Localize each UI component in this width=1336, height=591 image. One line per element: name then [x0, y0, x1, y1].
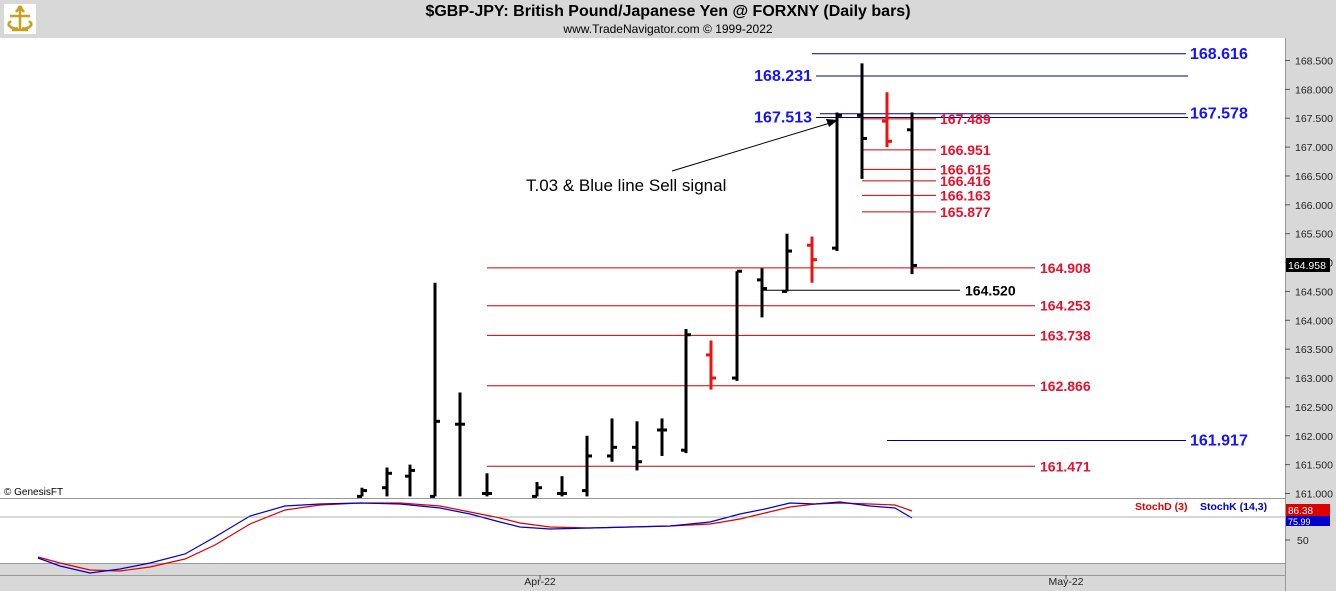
ohlc-bar: [757, 268, 767, 318]
x-tick-label: May-22: [1048, 576, 1083, 588]
ohlc-bar: [582, 435, 592, 497]
y-tick-label: 166.500: [1295, 171, 1333, 183]
ohlc-bar: [607, 418, 617, 462]
ohlc-bar: [430, 282, 440, 498]
level-label: 166.416: [940, 173, 991, 189]
level-label: 168.616: [1190, 46, 1248, 63]
y-tick-label: 163.500: [1295, 344, 1333, 356]
annotation-arrow: [671, 122, 831, 172]
x-tick-label: Apr-22: [524, 576, 556, 588]
y-tick-label: 162.000: [1295, 431, 1333, 443]
y-tick-label: 168.000: [1295, 84, 1333, 96]
y-tick-label: 162.500: [1295, 402, 1333, 414]
logo-icon: [4, 4, 36, 34]
arrow-head: [826, 119, 838, 127]
ohlc-bar: [382, 467, 392, 497]
ohlc-bar: [832, 112, 842, 252]
y-tick-label: 164.000: [1295, 315, 1333, 327]
ohlc-bar: [482, 473, 492, 497]
ohlc-bar: [732, 269, 742, 381]
level-label: 167.489: [940, 111, 991, 127]
stoch-tick-label: 50: [1297, 535, 1309, 547]
stoch-d-legend: StochD (3): [1135, 501, 1188, 513]
y-tick-label: 163.000: [1295, 373, 1333, 385]
stoch-k-value: 75.99: [1288, 517, 1311, 527]
chart-header: $GBP-JPY: British Pound/Japanese Yen @ F…: [0, 0, 1336, 38]
level-label: 165.877: [940, 204, 991, 220]
ohlc-bar: [882, 92, 892, 148]
ohlc-bar: [657, 418, 667, 456]
level-label: 162.866: [1040, 378, 1091, 394]
stoch-d-tag: [1286, 504, 1330, 516]
y-tick-label: 167.500: [1295, 113, 1333, 125]
y-tick-label: 161.500: [1295, 460, 1333, 472]
level-label: 166.615: [940, 161, 991, 177]
stoch-k-tag: [1286, 516, 1330, 526]
level-label: 161.917: [1190, 433, 1248, 450]
level-label: 164.520: [965, 282, 1016, 298]
ohlc-bar: [357, 487, 367, 498]
stoch-d-value: 86.38: [1288, 506, 1313, 517]
ohlc-bar: [532, 481, 542, 498]
y-tick-label: 166.000: [1295, 200, 1333, 212]
y-tick-label: 164.500: [1295, 286, 1333, 298]
stoch-plot-area: [0, 499, 1285, 563]
ohlc-bar: [405, 464, 415, 497]
y-tick-label: 167.000: [1295, 142, 1333, 154]
chart-title: $GBP-JPY: British Pound/Japanese Yen @ F…: [425, 3, 911, 20]
last-price-tag: [1286, 257, 1330, 272]
ohlc-bar: [557, 476, 567, 497]
ohlc-bar: [681, 328, 691, 454]
ohlc-bar: [455, 392, 465, 497]
level-label: 164.253: [1040, 298, 1091, 314]
level-label: 167.513: [754, 109, 812, 126]
stoch-k-line: [37, 501, 913, 574]
level-label: 161.471: [1040, 458, 1091, 474]
y-tick-label: 168.500: [1295, 56, 1333, 68]
chart-subtitle: www.TradeNavigator.com © 1999-2022: [563, 22, 773, 36]
ohlc-bar: [782, 233, 792, 293]
stoch-k-legend: StochK (14,3): [1200, 501, 1267, 513]
level-label: 164.908: [1040, 260, 1091, 276]
level-label: 166.163: [940, 187, 991, 203]
ohlc-bar: [807, 236, 817, 283]
ohlc-bar: [857, 63, 867, 179]
ohlc-bar: [706, 340, 716, 390]
level-label: 167.578: [1190, 106, 1248, 123]
stoch-d-line: [37, 502, 913, 572]
level-label: 163.738: [1040, 327, 1091, 343]
y-tick-label: 161.000: [1295, 489, 1333, 501]
level-label: 168.231: [754, 68, 812, 85]
watermark-label: © GenesisFT: [4, 487, 63, 498]
last-price-label: 164.958: [1288, 260, 1326, 272]
ohlc-bar: [632, 421, 642, 471]
level-label: 166.951: [940, 142, 991, 158]
annotation-label: T.03 & Blue line Sell signal: [526, 176, 726, 195]
y-tick-label: 165.500: [1295, 229, 1333, 241]
ohlc-bar: [907, 112, 917, 275]
